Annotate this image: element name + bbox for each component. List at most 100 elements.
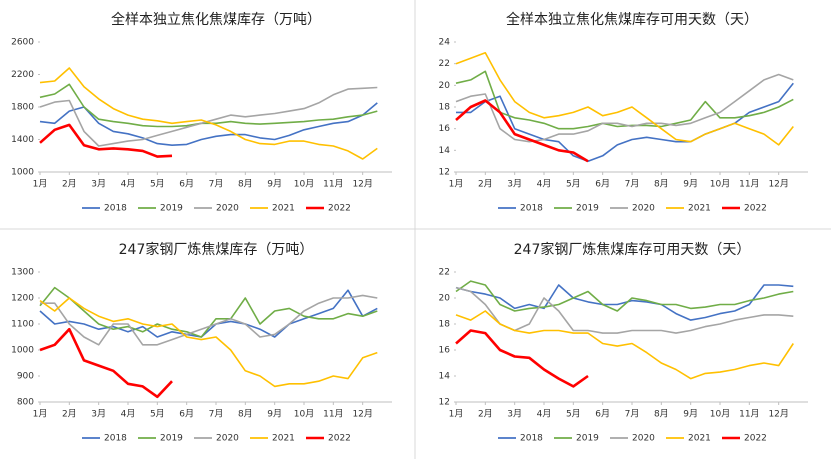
x-tick-label: 8月 bbox=[654, 179, 669, 190]
x-tick-label: 6月 bbox=[595, 179, 610, 190]
legend-label: 2022 bbox=[328, 204, 351, 214]
x-tick-label: 4月 bbox=[121, 179, 136, 190]
x-tick-label: 12月 bbox=[352, 179, 372, 190]
x-tick-label: 2月 bbox=[478, 409, 493, 420]
x-tick-label: 2月 bbox=[62, 179, 77, 190]
y-tick-label: 16 bbox=[439, 124, 451, 134]
y-tick-label: 1800 bbox=[11, 103, 34, 113]
y-tick-label: 1100 bbox=[11, 320, 34, 330]
series-line bbox=[455, 70, 794, 130]
y-tick-label: 2600 bbox=[11, 38, 34, 48]
chart-panel: 全样本独立焦化焦煤库存（万吨） 1000 1400 1800 2200 2600 1月 2月 3… bbox=[11, 11, 392, 214]
chart-title: 全样本独立焦化焦煤库存可用天数（天） bbox=[506, 11, 758, 28]
y-tick-label: 2200 bbox=[11, 70, 34, 80]
x-tick-label: 11月 bbox=[739, 409, 759, 420]
series-line bbox=[39, 327, 173, 399]
chart-panel: 247家钢厂炼焦煤库存（万吨） 800 900 1000 1100 1200 1300 1月 2… bbox=[11, 241, 392, 444]
x-tick-label: 10月 bbox=[294, 179, 314, 190]
chart-title: 全样本独立焦化焦煤库存（万吨） bbox=[111, 11, 321, 28]
x-tick-label: 1月 bbox=[449, 179, 464, 190]
y-tick-label: 22 bbox=[439, 268, 450, 278]
x-tick-label: 10月 bbox=[294, 409, 314, 420]
x-tick-label: 12月 bbox=[768, 409, 788, 420]
y-tick-label: 20 bbox=[439, 294, 451, 304]
series-line bbox=[39, 123, 173, 158]
x-tick-label: 11月 bbox=[323, 179, 343, 190]
x-tick-label: 3月 bbox=[91, 179, 106, 190]
y-tick-label: 1000 bbox=[11, 346, 34, 356]
legend-label: 2022 bbox=[744, 204, 767, 214]
x-tick-label: 5月 bbox=[150, 179, 165, 190]
x-tick-label: 5月 bbox=[566, 179, 581, 190]
legend-label: 2021 bbox=[688, 434, 711, 444]
y-tick-label: 20 bbox=[439, 81, 451, 91]
legend-label: 2022 bbox=[744, 434, 767, 444]
x-tick-label: 9月 bbox=[683, 179, 698, 190]
x-tick-label: 6月 bbox=[595, 409, 610, 420]
series-line bbox=[39, 102, 378, 146]
series-line bbox=[39, 86, 378, 147]
series-line bbox=[39, 83, 378, 128]
series-line bbox=[455, 284, 794, 321]
x-tick-label: 8月 bbox=[654, 409, 669, 420]
x-tick-label: 11月 bbox=[323, 409, 343, 420]
x-tick-label: 3月 bbox=[507, 409, 522, 420]
legend-label: 2019 bbox=[160, 434, 183, 444]
x-tick-label: 11月 bbox=[739, 179, 759, 190]
chart-title: 247家钢厂炼焦煤库存可用天数（天） bbox=[514, 241, 751, 258]
legend-label: 2020 bbox=[632, 434, 655, 444]
x-tick-label: 1月 bbox=[449, 409, 464, 420]
x-tick-label: 7月 bbox=[625, 179, 640, 190]
x-tick-label: 1月 bbox=[33, 179, 48, 190]
y-tick-label: 12 bbox=[439, 398, 450, 408]
x-tick-label: 5月 bbox=[566, 409, 581, 420]
series-line bbox=[455, 51, 794, 146]
legend-label: 2021 bbox=[272, 204, 295, 214]
series-line bbox=[39, 289, 378, 338]
x-tick-label: 4月 bbox=[537, 409, 552, 420]
x-tick-label: 2月 bbox=[62, 409, 77, 420]
x-tick-label: 3月 bbox=[91, 409, 106, 420]
y-tick-label: 14 bbox=[439, 372, 451, 382]
legend-label: 2018 bbox=[104, 434, 127, 444]
y-tick-label: 18 bbox=[439, 320, 451, 330]
x-tick-label: 7月 bbox=[209, 179, 224, 190]
series-line bbox=[39, 297, 378, 388]
series-line bbox=[456, 82, 794, 162]
x-tick-label: 6月 bbox=[179, 409, 194, 420]
series-line bbox=[39, 67, 378, 160]
series-line bbox=[39, 286, 378, 338]
x-tick-label: 2月 bbox=[478, 179, 493, 190]
y-tick-label: 18 bbox=[439, 103, 451, 113]
legend-label: 2020 bbox=[632, 204, 655, 214]
series-line bbox=[455, 329, 589, 388]
chart-title: 247家钢厂炼焦煤库存（万吨） bbox=[119, 241, 314, 258]
x-tick-label: 4月 bbox=[537, 179, 552, 190]
x-tick-label: 7月 bbox=[209, 409, 224, 420]
y-tick-label: 900 bbox=[17, 372, 34, 382]
x-tick-label: 9月 bbox=[683, 409, 698, 420]
legend-label: 2018 bbox=[520, 434, 543, 444]
legend-label: 2021 bbox=[272, 434, 295, 444]
legend-label: 2019 bbox=[576, 434, 599, 444]
legend-label: 2021 bbox=[688, 204, 711, 214]
legend-label: 2018 bbox=[104, 204, 127, 214]
y-tick-label: 1200 bbox=[11, 294, 34, 304]
y-tick-label: 12 bbox=[439, 168, 450, 178]
series-line bbox=[455, 73, 794, 143]
y-tick-label: 22 bbox=[439, 59, 450, 69]
x-tick-label: 7月 bbox=[625, 409, 640, 420]
x-tick-label: 12月 bbox=[768, 179, 788, 190]
x-tick-label: 5月 bbox=[150, 409, 165, 420]
legend-label: 2020 bbox=[216, 204, 239, 214]
x-tick-label: 12月 bbox=[352, 409, 372, 420]
x-tick-label: 9月 bbox=[267, 179, 282, 190]
legend-label: 2020 bbox=[216, 434, 239, 444]
y-tick-label: 1400 bbox=[11, 135, 34, 145]
series-line bbox=[455, 99, 589, 163]
x-tick-label: 4月 bbox=[121, 409, 136, 420]
series-line bbox=[40, 294, 378, 346]
